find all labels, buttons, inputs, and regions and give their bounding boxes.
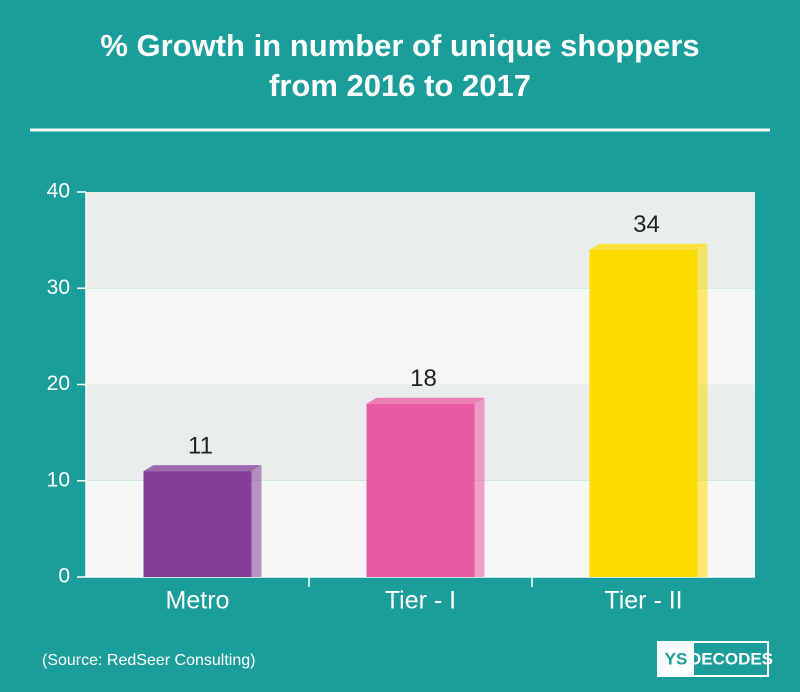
bar-side [474, 397, 485, 577]
value-label: 34 [633, 211, 660, 238]
bar [143, 471, 252, 577]
bar-side [697, 243, 708, 577]
chart-title: from 2016 to 2017 [269, 68, 531, 103]
y-tick-label: 0 [58, 565, 70, 588]
source-note: (Source: RedSeer Consulting) [42, 652, 255, 669]
logo-text: YS [665, 649, 688, 668]
bar-top [143, 465, 262, 472]
bar-top [366, 397, 485, 404]
x-tick-label: Metro [166, 587, 230, 615]
y-tick-label: 20 [47, 372, 70, 395]
y-tick-label: 10 [47, 468, 70, 491]
y-tick-label: 30 [47, 276, 70, 299]
chart-title: % Growth in number of unique shoppers [100, 28, 699, 63]
value-label: 18 [410, 365, 437, 392]
x-tick-label: Tier - II [604, 587, 682, 615]
plot-area: 0 10 20 30 40 Metro 11 Tier - I 18 Tier - II 34 [47, 180, 755, 615]
bar-top [589, 243, 708, 250]
logo-block [658, 642, 694, 676]
bar [366, 403, 475, 577]
value-label: 11 [188, 432, 213, 459]
bar-side [251, 465, 262, 577]
bar [589, 249, 698, 577]
logo-text: DECODES [689, 649, 773, 668]
y-tick-label: 40 [47, 180, 70, 203]
x-tick-label: Tier - I [385, 587, 456, 615]
